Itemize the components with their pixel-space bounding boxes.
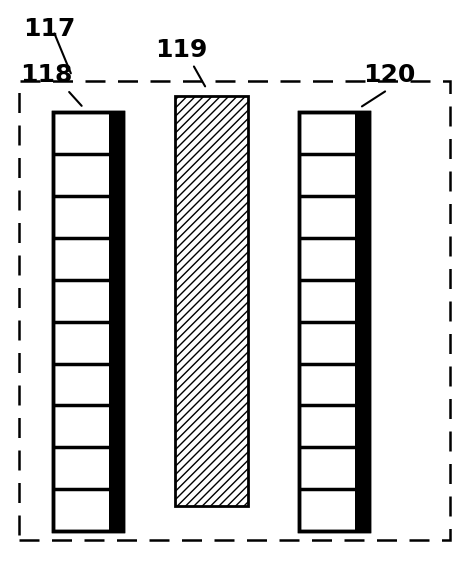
Bar xyxy=(53,112,123,531)
Text: 120: 120 xyxy=(363,63,415,87)
Bar xyxy=(299,112,368,531)
Bar xyxy=(175,96,248,506)
Text: 119: 119 xyxy=(155,38,206,62)
Bar xyxy=(19,81,449,540)
Text: 117: 117 xyxy=(23,17,75,41)
Bar xyxy=(354,112,368,531)
Bar xyxy=(53,112,123,531)
Text: 118: 118 xyxy=(20,63,72,87)
Bar xyxy=(299,112,368,531)
Bar xyxy=(109,112,123,531)
